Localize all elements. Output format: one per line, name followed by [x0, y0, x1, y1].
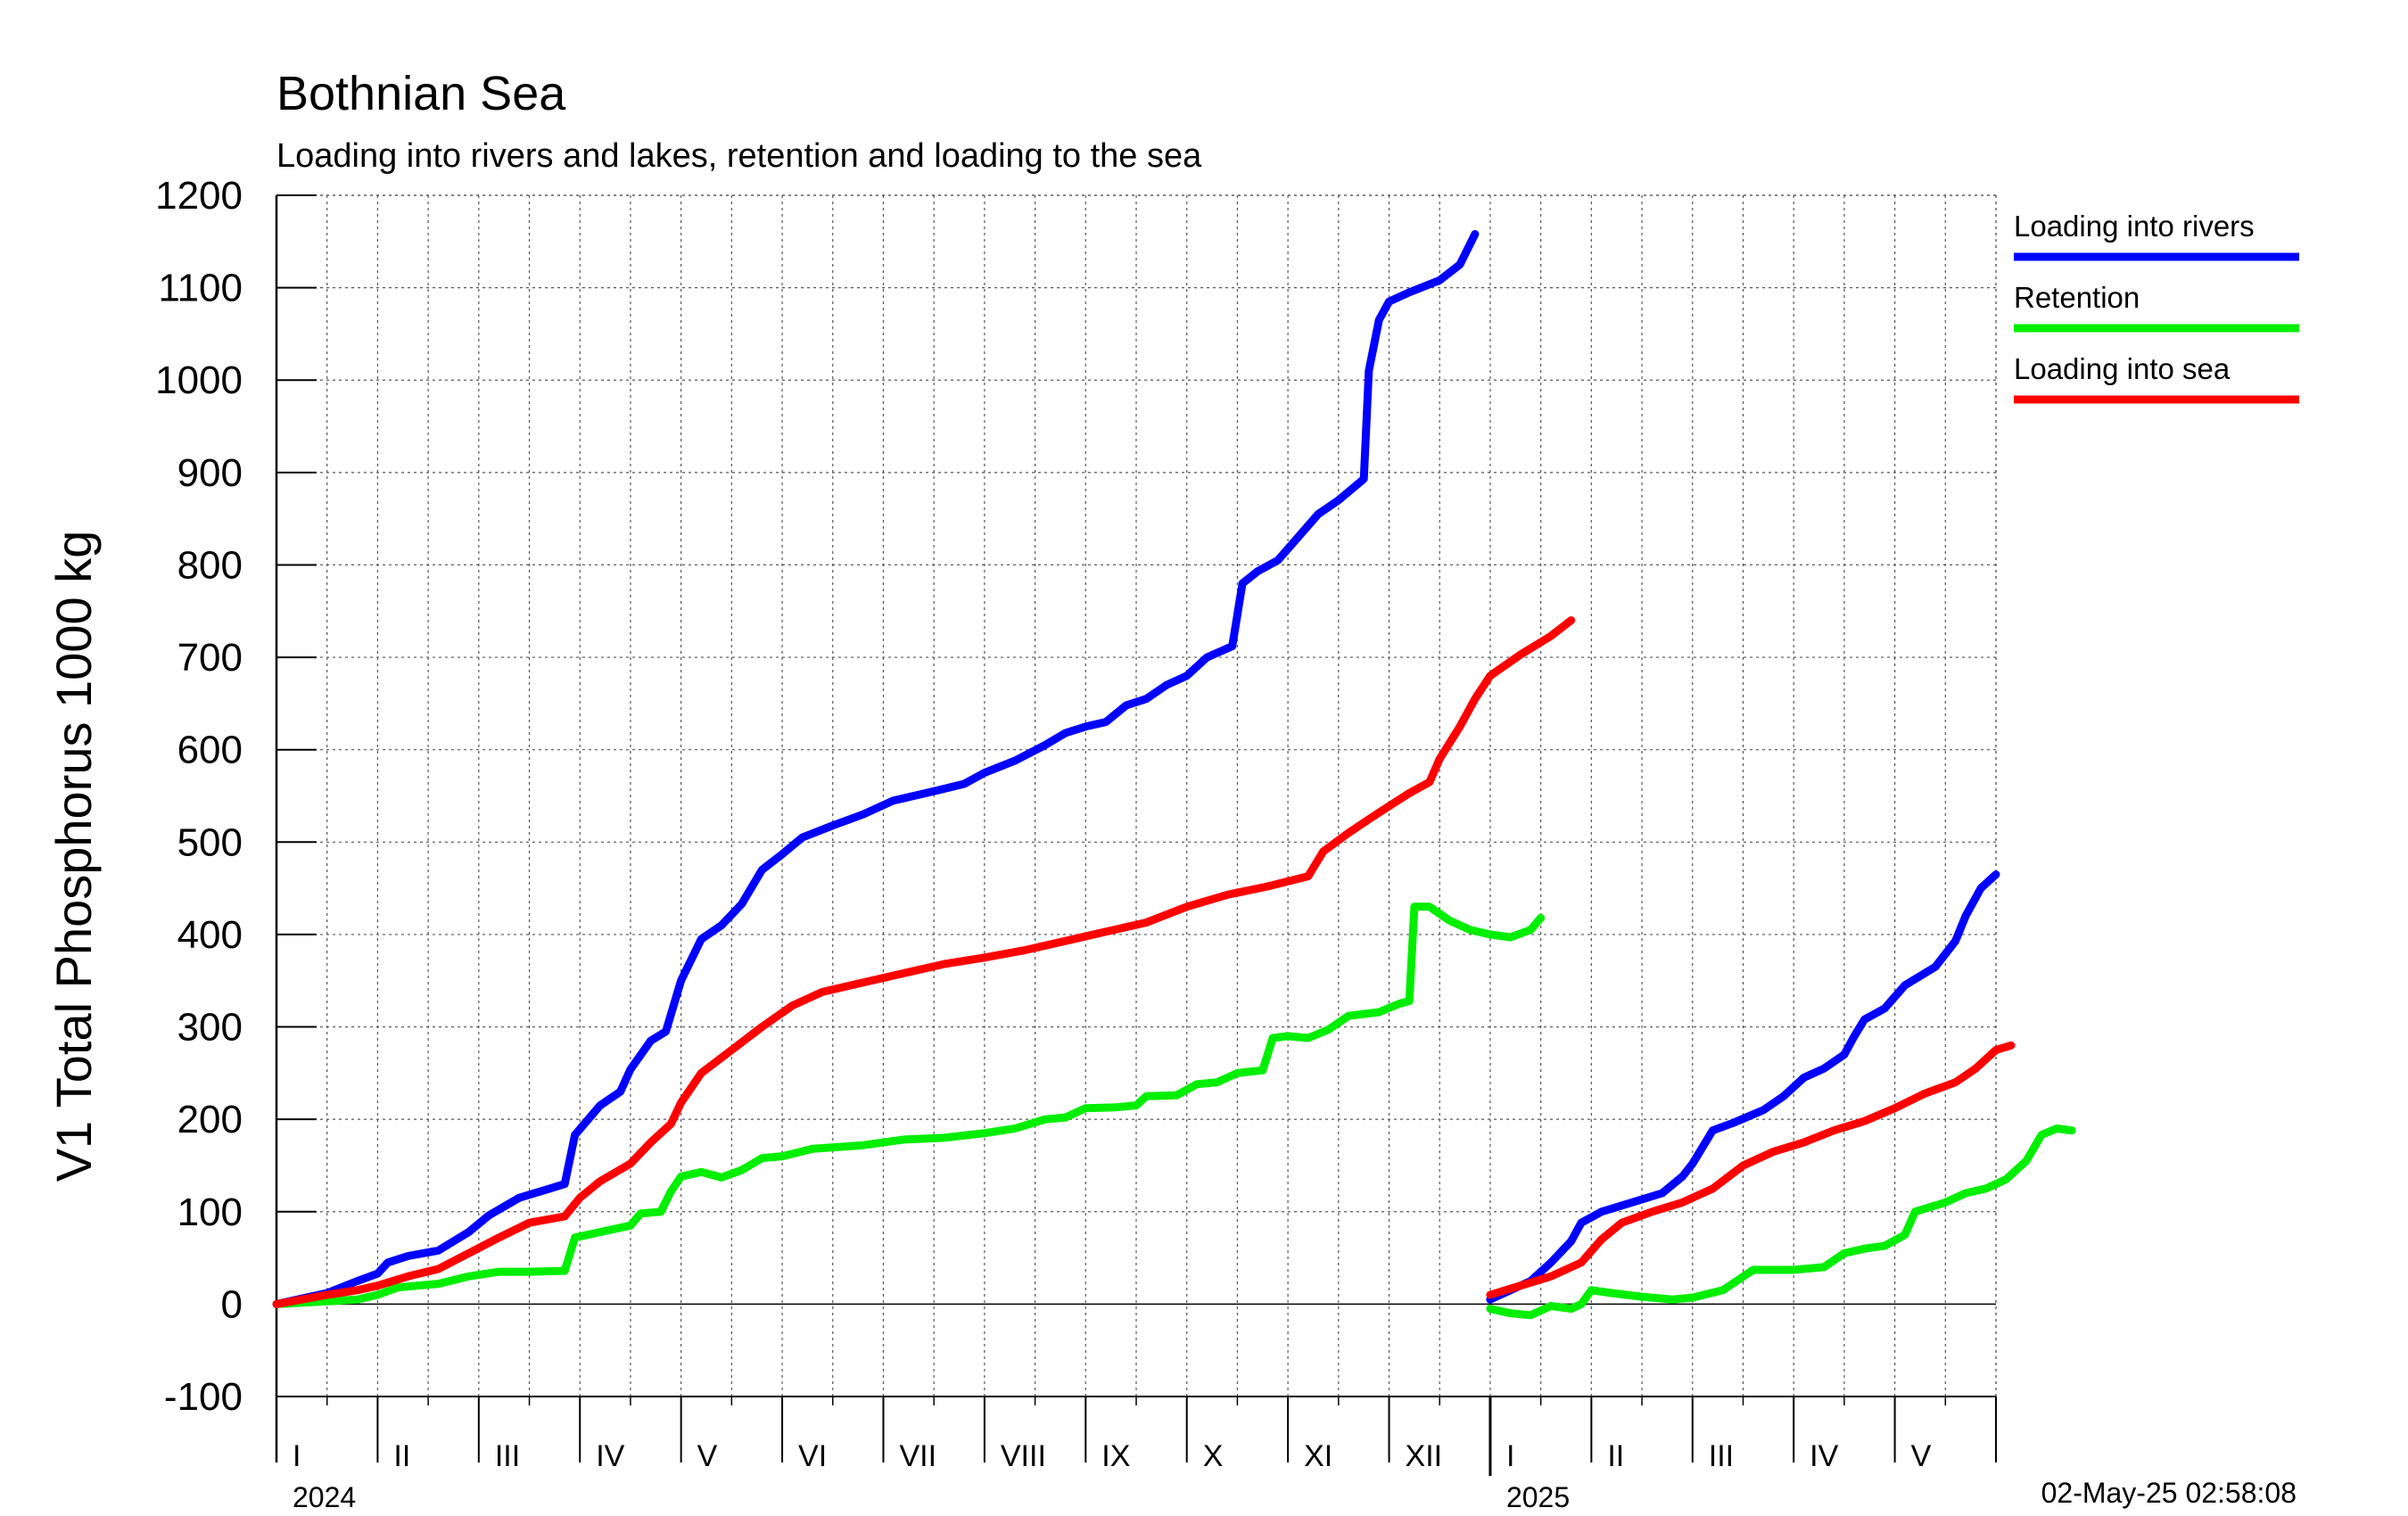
y-tick-label: 100	[177, 1191, 243, 1234]
chart-title: Bothnian Sea	[276, 67, 566, 120]
month-label: I	[293, 1439, 301, 1473]
month-label: V	[697, 1439, 718, 1473]
y-tick-label: 800	[177, 543, 243, 587]
month-label: III	[1709, 1439, 1734, 1473]
series-line	[272, 616, 1576, 1308]
y-tick-label: 500	[177, 820, 243, 864]
legend-label: Loading into sea	[2014, 352, 2231, 385]
chart-axes: -100 0 100 200 300 400 500 600 700 800 900 1000 1100…	[155, 174, 1997, 1513]
series-line	[1486, 1041, 2016, 1299]
legend-label: Loading into rivers	[2014, 210, 2255, 243]
month-label: I	[1506, 1439, 1514, 1473]
month-label: XI	[1304, 1439, 1332, 1473]
month-label: X	[1203, 1439, 1224, 1473]
chart-subtitle: Loading into rivers and lakes, retention…	[276, 137, 1202, 175]
month-label: VI	[798, 1439, 827, 1473]
month-label: III	[495, 1439, 520, 1473]
month-label: IX	[1101, 1439, 1130, 1473]
y-tick-label: 900	[177, 451, 243, 495]
year-label: 2024	[293, 1481, 356, 1513]
month-label: II	[1607, 1439, 1624, 1473]
series-line	[1486, 870, 2000, 1304]
series-line	[272, 230, 1480, 1308]
month-label: VIII	[1001, 1439, 1046, 1473]
month-label: V	[1911, 1439, 1932, 1473]
legend: Loading into rivers Retention Loading into…	[2014, 210, 2299, 404]
month-label: XII	[1406, 1439, 1443, 1473]
month-label: IV	[1810, 1439, 1838, 1473]
chart-grid	[276, 194, 1997, 1397]
month-label: II	[393, 1439, 410, 1473]
legend-label: Retention	[2014, 281, 2140, 314]
timestamp: 02-May-25 02:58:08	[2041, 1477, 2297, 1509]
chart-series	[272, 230, 2076, 1320]
y-tick-label: 200	[177, 1098, 243, 1141]
y-tick-label: 1200	[155, 174, 243, 218]
y-tick-label: 700	[177, 636, 243, 680]
y-tick-label: -100	[164, 1375, 243, 1419]
y-tick-label: 600	[177, 729, 243, 772]
y-tick-label: 1000	[155, 358, 243, 402]
month-label: IV	[596, 1439, 624, 1473]
month-label: VII	[899, 1439, 936, 1473]
y-tick-label: 400	[177, 913, 243, 957]
y-axis-label: V1 Total Phosphorus 1000 kg	[45, 531, 102, 1182]
year-label: 2025	[1506, 1481, 1570, 1513]
series-line	[272, 902, 1546, 1308]
y-tick-label: 1100	[158, 267, 243, 310]
series-line	[1486, 1125, 2076, 1320]
y-tick-label: 0	[221, 1282, 243, 1326]
y-tick-label: 300	[177, 1006, 243, 1050]
